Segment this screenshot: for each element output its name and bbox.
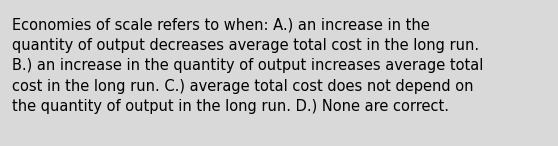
Text: Economies of scale refers to when: A.) an increase in the
quantity of output dec: Economies of scale refers to when: A.) a… <box>12 18 484 114</box>
